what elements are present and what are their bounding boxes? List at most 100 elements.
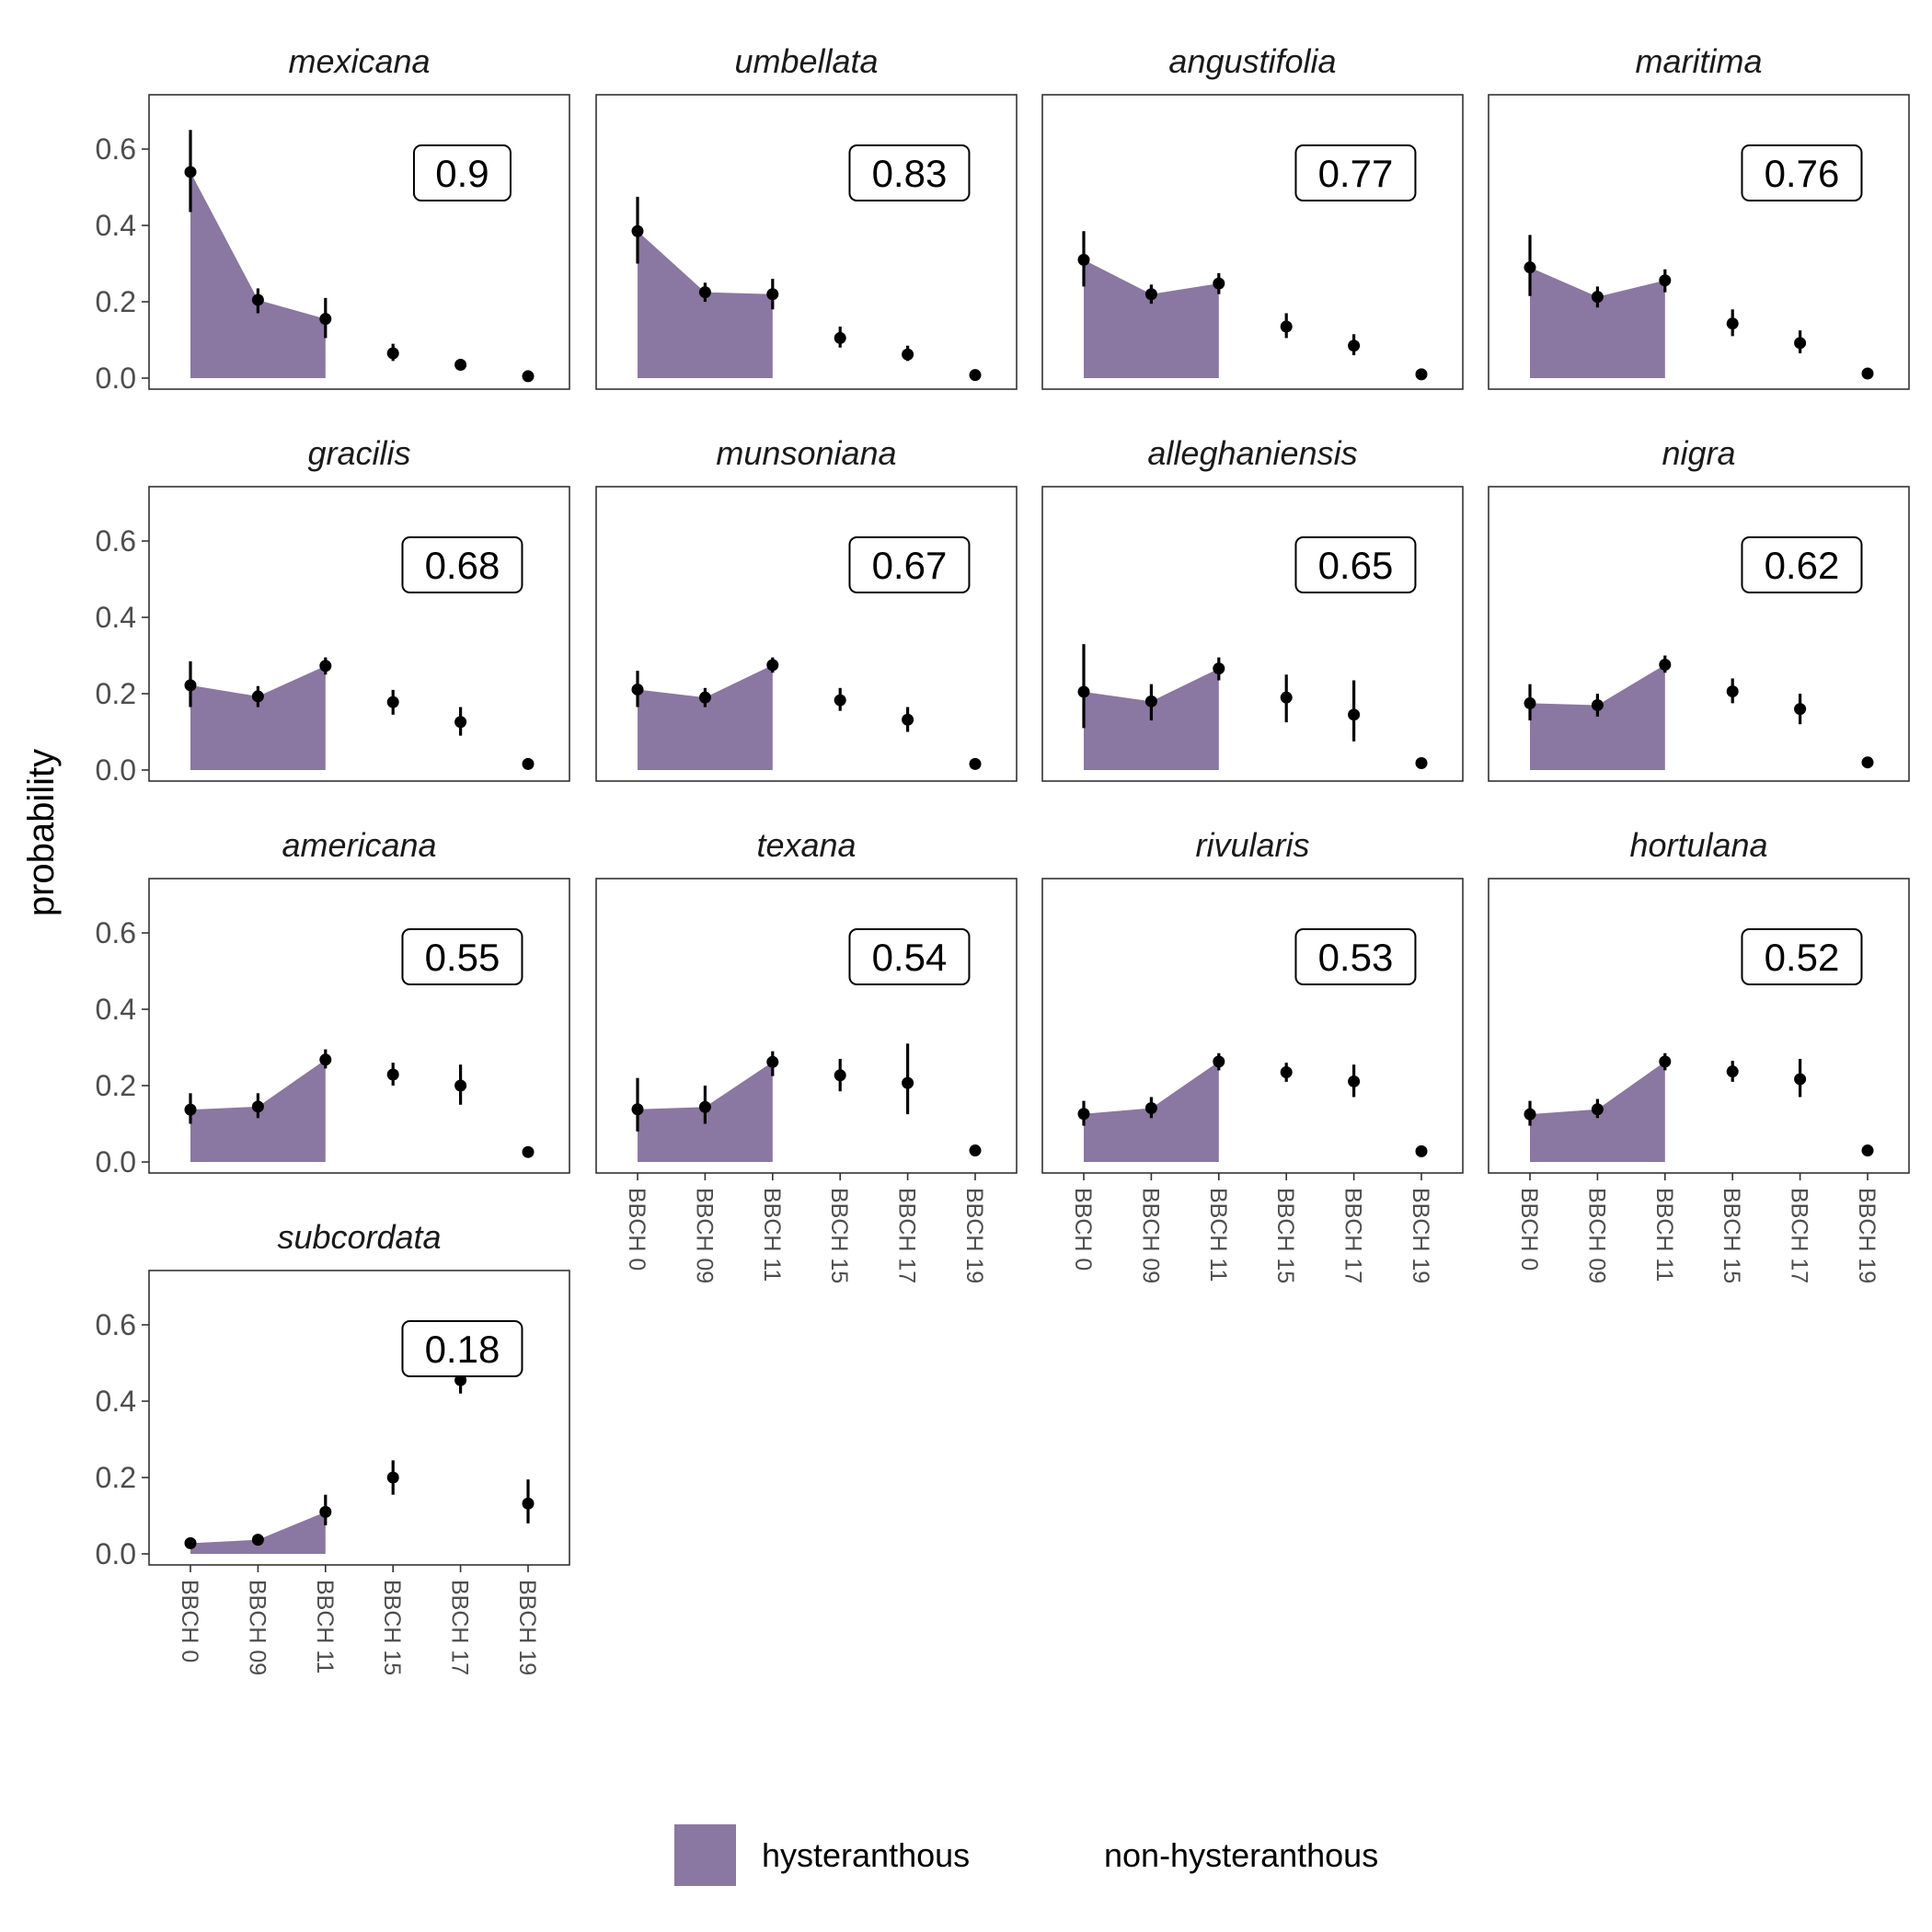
x-tick-label: BBCH 11 [759,1188,785,1282]
hysteranthous-area [1530,267,1665,378]
annotation-label: 0.68 [401,536,523,593]
annotation-box [1741,536,1863,593]
data-point [386,696,399,708]
data-point [1726,317,1739,330]
data-point [319,313,332,326]
panel-border [1041,94,1464,390]
annotation-value: 0.77 [1318,152,1394,195]
x-tick-label: BBCH 17 [1340,1188,1366,1283]
data-point [251,690,264,703]
annotation-label: 0.76 [1741,144,1863,201]
panel-border [1041,486,1464,782]
data-point [522,757,535,770]
data-point [631,1103,644,1116]
data-point [698,691,711,704]
panel-umbellata: umbellata 0.83 [595,42,1018,390]
annotation-label: 0.65 [1294,536,1417,593]
panel-title: americana [282,826,436,864]
y-tick-label: 0.0 [96,1537,136,1570]
legend-key-non-hysteranthous [1035,1824,1097,1886]
data-point [319,1053,332,1066]
data-point [251,293,264,306]
annotation-box [401,928,523,985]
annotation-label: 0.83 [848,144,971,201]
data-point [1861,756,1874,769]
data-point [1415,368,1428,381]
x-tick-label: BBCH 09 [691,1188,717,1283]
data-point [522,370,535,383]
data-point [1077,685,1090,698]
panel-alleghaniensis: alleghaniensis 0.65 [1041,434,1464,782]
y-tick-label: 0.0 [96,362,136,395]
annotation-box [848,928,971,985]
x-tick-label: BBCH 0 [1516,1188,1542,1271]
x-tick-label: BBCH 19 [1854,1188,1880,1283]
panel-border [595,486,1018,782]
panel-maritima: maritima 0.76 [1488,42,1910,390]
data-point [631,224,644,237]
annotation-box [1741,144,1863,201]
panel-title: nigra [1662,434,1735,472]
annotation-value: 0.54 [872,936,948,979]
data-point [522,1145,535,1158]
data-point [1144,695,1157,707]
data-point [766,288,779,301]
data-point [386,1068,399,1081]
panel-border [1041,878,1464,1174]
data-point [1591,1103,1604,1116]
data-point [319,1505,332,1518]
x-tick-label: BBCH 17 [894,1188,920,1283]
data-point [834,694,846,707]
data-point [1415,757,1428,770]
y-tick-label: 0.4 [96,601,136,634]
data-point [1591,291,1604,304]
y-tick-label: 0.2 [96,677,136,710]
x-tick-label: BBCH 15 [379,1580,405,1675]
data-point [1861,367,1874,380]
data-point [1144,1101,1157,1114]
data-point [1280,320,1293,333]
panel-border [1488,486,1910,782]
annotation-box [401,536,523,593]
data-point [902,348,914,361]
data-point [184,1536,197,1549]
data-point [522,1497,535,1510]
y-tick-label: 0.2 [96,285,136,318]
annotation-box [401,1320,523,1377]
data-point [902,713,914,726]
data-point [1659,658,1672,671]
data-point [1794,337,1807,350]
annotation-value: 0.65 [1318,544,1394,587]
panel-angustifolia: angustifolia 0.77 [1041,42,1464,390]
data-point [1659,1055,1672,1068]
panel-border [148,878,570,1174]
legend-label-hysteranthous: hysteranthous [762,1836,970,1874]
annotation-value: 0.76 [1765,152,1840,195]
data-point [698,286,711,299]
annotation-label: 0.77 [1294,144,1417,201]
x-tick-label: BBCH 11 [312,1580,338,1673]
y-axis-label: probability [21,749,62,916]
panel-border [1488,94,1910,390]
hysteranthous-area [638,664,773,770]
data-point [1077,253,1090,266]
x-tick-label: BBCH 0 [1070,1188,1096,1271]
annotation-value: 0.67 [872,544,948,587]
y-tick-label: 0.0 [96,1145,136,1179]
y-tick-label: 0.6 [96,524,136,558]
annotation-value: 0.53 [1318,936,1394,979]
panel-border [148,1270,570,1566]
y-tick-label: 0.0 [96,753,136,787]
data-point [1213,277,1225,290]
x-tick-label: BBCH 09 [1137,1188,1163,1283]
data-point [631,683,644,696]
data-point [766,659,779,672]
panel-title: subcordata [277,1218,441,1256]
annotation-label: 0.62 [1741,536,1863,593]
data-point [1659,274,1672,287]
panel-title: rivularis [1195,826,1309,864]
hysteranthous-area [638,231,773,378]
annotation-value: 0.55 [425,936,500,979]
hysteranthous-area [190,665,326,770]
